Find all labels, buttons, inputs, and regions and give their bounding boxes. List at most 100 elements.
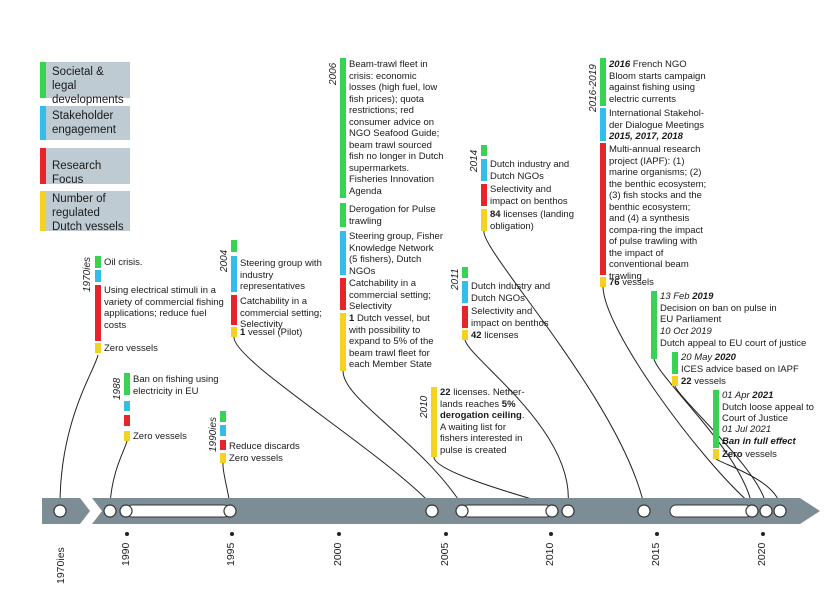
swatch-societal <box>95 256 101 268</box>
event-2019-text1: Decision on ban on pulse in EU Parliamen… <box>660 302 777 326</box>
timeline-node <box>425 504 439 518</box>
event-2010-vessels: 22 licenses. Nether-lands reaches 5% der… <box>440 387 528 456</box>
timeline-node <box>119 504 133 518</box>
axis-tick-label: 2020 <box>756 542 768 566</box>
swatch-stakeholder <box>340 231 346 275</box>
swatch-stakeholder <box>600 108 606 141</box>
timeline-node <box>561 504 575 518</box>
swatch-research <box>220 440 226 450</box>
event-2021-ban: 01 Jul 2021 Ban in full effect <box>722 424 822 447</box>
event-2004-vessels-text: vessel (Pilot) <box>247 327 303 338</box>
tick-dot <box>230 532 234 536</box>
event-2021-vessels-text: vessels <box>745 449 777 460</box>
swatch-societal <box>231 240 237 252</box>
swatch-stakeholder <box>231 256 237 292</box>
swatch-societal <box>651 291 657 359</box>
event-2010-vessels-bold: 5% derogation ceiling <box>440 398 522 422</box>
swatch-vessels <box>600 277 606 287</box>
event-2006-stakeholder: Steering group, Fisher Knowledge Network… <box>349 231 443 277</box>
event-2021-vessels: Zero vessels <box>722 449 802 461</box>
event-2019-date2: 10 Oct 2019 <box>660 326 712 337</box>
event-2016-vessels-text: vessels <box>622 277 654 288</box>
event-2020-vessels-num: 22 <box>681 376 692 387</box>
event-2006-vessels: 1 Dutch vessel, but with possibility to … <box>349 313 444 371</box>
connector-line <box>715 458 781 506</box>
timeline-node <box>745 504 759 518</box>
swatch-stakeholder <box>220 425 226 436</box>
axis-tick-dots <box>125 532 765 536</box>
event-1988-vessels: Zero vessels <box>133 431 187 442</box>
event-2016-research: Multi-annual research project (IAPF): (1… <box>609 144 707 282</box>
axis-tick-label: 2000 <box>332 542 344 566</box>
swatch-vessels <box>95 343 101 353</box>
timeline-node <box>637 504 651 518</box>
event-2010-vessels-text-b: . A waiting list for fishers interested … <box>440 410 525 456</box>
year-label-2011: 2011 <box>450 268 461 290</box>
axis-tick-label: 2005 <box>439 542 451 566</box>
event-2006-vessels-num: 1 <box>349 313 355 324</box>
event-2020-vessels-text: vessels <box>694 376 726 387</box>
swatch-vessels <box>481 209 487 231</box>
year-label-2010: 2010 <box>419 395 430 418</box>
connector-line <box>109 440 128 506</box>
connector-line <box>483 230 645 506</box>
timeline-node <box>53 504 67 518</box>
event-2010-vessels-text-a: licenses. Nether-lands reaches <box>440 387 525 410</box>
legend-swatch-research <box>40 148 46 184</box>
event-2016-vessels-num: 76 <box>609 277 620 288</box>
event-2021-appeal: 01 Apr 2021 Dutch loose appeal to Court o… <box>722 390 822 425</box>
event-2004-vessels: 1 vessel (Pilot) <box>240 327 340 339</box>
swatch-societal <box>340 58 346 198</box>
tick-dot <box>125 532 129 536</box>
legend-swatch-stakeholder <box>40 106 46 140</box>
event-1988-societal: Ban on fishing using electricity in EU <box>133 374 219 397</box>
period-pill <box>461 504 553 518</box>
connector-line <box>433 456 553 506</box>
event-2006-derogation: Derogation for Pulse trawling <box>349 204 436 227</box>
event-2021-text2: Ban in full effect <box>722 435 796 447</box>
swatch-research <box>124 415 130 426</box>
swatch-research <box>600 143 606 275</box>
event-2016-societal-year: 2016 <box>609 59 631 70</box>
tick-dot <box>761 532 765 536</box>
legend-item-research <box>40 148 130 184</box>
legend-swatch-societal <box>40 62 46 98</box>
event-1990-research: Reduce discards <box>229 441 300 452</box>
swatch-research <box>95 285 101 341</box>
axis-tick-label: 2015 <box>650 542 662 566</box>
swatch-research <box>231 295 237 325</box>
event-2021-vessels-num: Zero <box>722 449 743 460</box>
axis-tick-label: 1990 <box>120 542 132 566</box>
event-2016-societal-text: French NGO Bloom starts campaign against… <box>609 59 706 105</box>
event-2020-text: ICES advice based on IAPF <box>681 363 799 375</box>
swatch-societal <box>672 352 678 374</box>
event-2019-text2: Dutch appeal to EU court of justice <box>660 337 807 349</box>
swatch-vessels <box>672 376 678 386</box>
swatch-vessels <box>340 313 346 371</box>
event-2006-societal: Beam-trawl fleet in crisis: economic los… <box>349 59 444 197</box>
swatch-stakeholder <box>124 401 130 411</box>
event-2021-text1: Dutch loose appeal to Court of Justice <box>722 401 814 425</box>
year-label-2016-2019: 2016-2019 <box>588 64 599 112</box>
event-2016-stakeholder-years: 2015, 2017, 2018 <box>609 131 683 142</box>
event-2011-vessels-text: licenses <box>484 330 519 341</box>
event-2006-research: Catchability in a commercial setting; Se… <box>349 278 431 312</box>
timeline-node <box>103 504 117 518</box>
tick-dot <box>655 532 659 536</box>
timeline-node <box>759 504 773 518</box>
swatch-research <box>340 278 346 310</box>
connector-line <box>233 336 433 506</box>
event-2021-date1-year: 2021 <box>752 390 774 401</box>
timeline-arrow-notch <box>80 498 102 524</box>
event-2004-research: Catchability in a commercial setting; Se… <box>240 296 322 330</box>
swatch-societal <box>124 373 130 395</box>
period-pill <box>669 504 753 518</box>
swatch-stakeholder <box>462 281 468 303</box>
event-2010-vessels-num: 22 <box>440 387 451 398</box>
event-2014-vessels-text: licenses (landing obligation) <box>490 209 574 232</box>
swatch-societal <box>340 203 346 227</box>
timeline-node <box>223 504 237 518</box>
event-2019-appeal: 10 Oct 2019 Dutch appeal to EU court of j… <box>660 326 810 349</box>
event-2021-date2: 01 Jul 2021 <box>722 424 772 435</box>
